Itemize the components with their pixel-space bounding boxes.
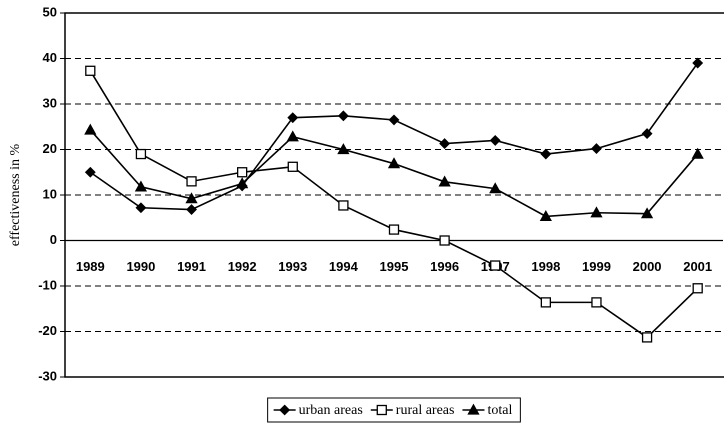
x-tick-label: 2001 xyxy=(683,259,712,274)
marker xyxy=(135,148,147,160)
x-tick-label: 1993 xyxy=(278,259,307,274)
y-tick-label: 50 xyxy=(43,4,57,19)
marker xyxy=(337,143,350,155)
marker xyxy=(287,161,298,172)
marker xyxy=(337,110,349,122)
legend-label: total xyxy=(487,403,512,418)
marker xyxy=(540,148,552,160)
y-tick-label: 20 xyxy=(43,141,57,156)
marker xyxy=(490,260,501,271)
y-tick-label: -30 xyxy=(38,368,57,383)
marker xyxy=(387,157,401,169)
marker xyxy=(134,180,148,192)
y-tick-label: 0 xyxy=(50,232,57,247)
marker xyxy=(85,65,96,76)
legend-label: rural areas xyxy=(396,403,455,418)
y-tick-label: 40 xyxy=(43,50,57,65)
marker xyxy=(591,297,602,308)
series-line xyxy=(89,70,699,339)
y-tick-label: 10 xyxy=(43,186,57,201)
x-tick-label: 1992 xyxy=(228,259,257,274)
marker xyxy=(286,130,299,142)
y-tick-label: -10 xyxy=(38,277,57,292)
series-line xyxy=(89,129,699,218)
marker xyxy=(439,138,451,150)
plot-frame xyxy=(64,12,724,378)
legend-label: urban areas xyxy=(299,403,363,418)
y-axis-label: effectiveness in % xyxy=(8,143,23,246)
marker xyxy=(692,57,704,69)
marker xyxy=(489,134,501,146)
marker xyxy=(692,283,703,294)
marker xyxy=(438,175,451,187)
marker xyxy=(84,166,96,178)
x-tick-label: 1990 xyxy=(126,259,155,274)
x-tick-label: 1994 xyxy=(329,259,359,274)
x-tick-label: 1998 xyxy=(531,259,560,274)
marker xyxy=(641,332,653,343)
marker xyxy=(388,114,400,126)
x-tick-label: 1995 xyxy=(380,259,409,274)
marker xyxy=(540,297,551,308)
x-tick-label: 1999 xyxy=(582,259,611,274)
marker xyxy=(467,403,480,415)
marker xyxy=(489,182,502,194)
series-line xyxy=(89,62,699,211)
marker xyxy=(376,404,387,416)
marker xyxy=(539,210,552,222)
y-tick-label: -20 xyxy=(38,323,57,338)
marker xyxy=(641,128,653,139)
marker xyxy=(338,200,349,211)
marker xyxy=(287,112,299,124)
x-tick-label: 1996 xyxy=(430,259,459,274)
marker xyxy=(388,224,400,235)
marker xyxy=(186,204,197,215)
y-tick-label: 30 xyxy=(43,95,57,110)
x-tick-label: 2000 xyxy=(633,259,662,274)
marker xyxy=(237,167,248,178)
x-tick-label: 1991 xyxy=(177,259,206,274)
legend: urban areas rural areas total xyxy=(267,397,521,423)
marker xyxy=(439,235,450,246)
marker xyxy=(640,207,654,219)
marker xyxy=(84,123,97,135)
marker xyxy=(186,176,197,187)
marker xyxy=(590,206,603,218)
x-tick-label: 1989 xyxy=(76,259,105,274)
marker xyxy=(691,147,704,159)
marker xyxy=(591,143,602,155)
marker xyxy=(185,192,198,204)
marker xyxy=(135,202,147,214)
marker xyxy=(236,177,249,189)
marker xyxy=(279,404,291,416)
